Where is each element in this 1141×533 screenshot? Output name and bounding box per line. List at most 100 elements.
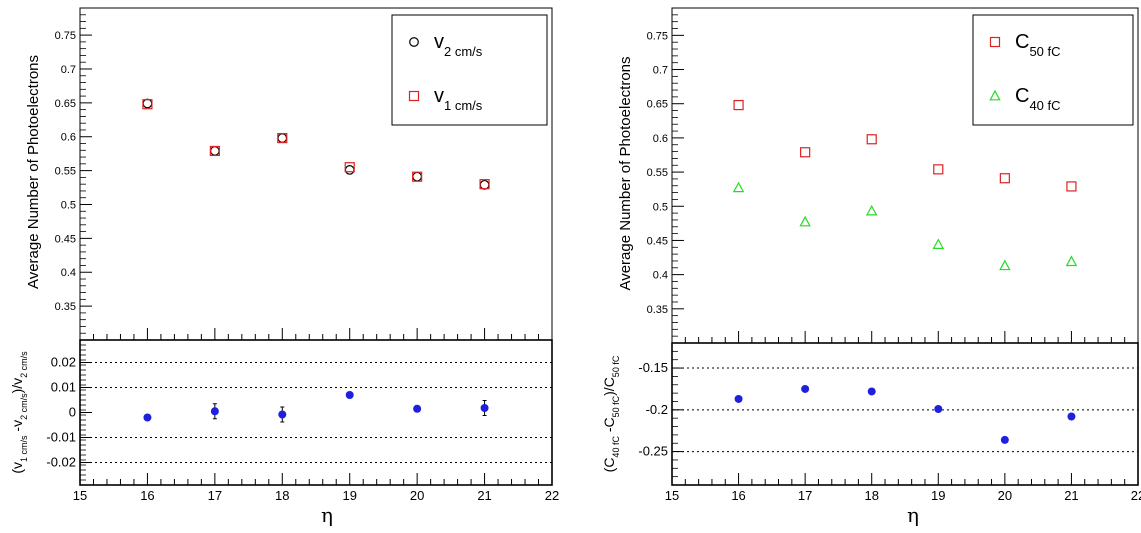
data-point	[209, 145, 220, 157]
data-point	[479, 179, 490, 190]
data-point	[733, 99, 744, 111]
y-tick-label: 0.35	[647, 304, 668, 316]
ratio-point	[801, 384, 810, 393]
legend-marker	[409, 37, 419, 47]
x-tick-label: 19	[342, 488, 356, 503]
ratio-series	[143, 391, 489, 423]
y-tick-label: 0.5	[653, 201, 668, 213]
x-tick-label: 20	[410, 488, 424, 503]
data-point	[1065, 255, 1078, 267]
x-tick-label: 20	[998, 488, 1012, 503]
ratio-y-tick-label: -0.25	[638, 444, 668, 459]
legend-marker	[989, 89, 1001, 101]
data-point	[1066, 181, 1077, 192]
data-point	[932, 238, 945, 249]
ratio-y-tick-label: 0.02	[51, 355, 76, 370]
ratio-title-part: (v	[9, 462, 25, 474]
legend-label-subscript: 40 fC	[1029, 98, 1060, 113]
data-point	[933, 164, 944, 175]
ratio-title-subscript: 50 fC	[611, 395, 621, 417]
ratio-y-axis-title: (C40 fC -C50 fC)/C50 fC	[601, 355, 621, 472]
y-tick-label: 0.45	[647, 235, 668, 247]
y-tick-label: 0.55	[647, 167, 668, 179]
y-tick-label: 0.4	[653, 270, 668, 282]
series-2	[142, 99, 490, 190]
data-point	[800, 147, 811, 158]
y-axis-title: Average Number of Photoelectrons	[25, 55, 42, 289]
legend-label-subscript: 1 cm/s	[444, 98, 483, 113]
ratio-title-subscript: 40 fC	[611, 436, 621, 458]
ratio-plot-frame	[671, 342, 1139, 486]
y-tick-label: 0.75	[55, 30, 76, 42]
ratio-title-part: (C	[601, 458, 617, 473]
ratio-y-axis-title: (v1 cm/s -v2 cm/s)/v2 cm/s	[9, 351, 29, 474]
legend-label-main: v	[434, 31, 444, 53]
legend-marker	[989, 36, 1001, 48]
x-tick-label: 17	[798, 488, 812, 503]
ratio-point	[867, 387, 876, 396]
data-point	[999, 173, 1010, 184]
data-point	[732, 181, 745, 193]
data-point	[866, 134, 877, 145]
data-point	[999, 259, 1011, 271]
x-tick-label: 21	[477, 488, 491, 503]
ratio-point	[934, 404, 943, 413]
ratio-title-part: )/C	[601, 377, 617, 396]
data-point	[412, 171, 423, 182]
ratio-point	[143, 413, 152, 422]
x-tick-label: 18	[864, 488, 878, 503]
x-tick-label: 22	[1131, 488, 1141, 503]
legend-label-subscript: 2 cm/s	[444, 44, 483, 59]
x-tick-label: 15	[665, 488, 679, 503]
legend-label-main: v	[434, 85, 444, 107]
ratio-title-subscript: 2 cm/s	[19, 393, 29, 420]
legend-box	[972, 14, 1134, 126]
ratio-point	[413, 404, 422, 413]
y-tick-label: 0.55	[55, 166, 76, 178]
y-tick-label: 0.7	[61, 64, 76, 76]
data-point	[344, 162, 355, 173]
x-tick-label: 19	[931, 488, 945, 503]
data-point	[799, 215, 811, 227]
ratio-point	[345, 391, 354, 399]
legend-label: v2 cm/s	[434, 31, 483, 59]
x-tick-label: 21	[1064, 488, 1078, 503]
y-tick-label: 0.6	[61, 132, 76, 144]
series-1	[733, 99, 1077, 192]
y-tick-label: 0.6	[653, 133, 668, 145]
legend-label-main: C	[1015, 31, 1029, 53]
ratio-y-tick-label: -0.02	[46, 455, 76, 470]
legend-label-subscript: 50 fC	[1029, 44, 1060, 59]
ratio-y-tick-label: -0.2	[646, 402, 668, 417]
y-tick-label: 0.35	[55, 301, 76, 313]
chart-panel-1: 0.35 0.4 0.45 0.5 0.55 0.6 0.65 0.7 0.75 -0.02 -0.…	[9, 7, 559, 527]
y-tick-label: 0.45	[55, 233, 76, 245]
legend-label: C50 fC	[1015, 31, 1061, 59]
ratio-point	[1000, 435, 1009, 444]
x-axis-title: η	[321, 503, 333, 527]
legend: v2 cm/sv1 cm/s	[391, 14, 548, 126]
data-point	[344, 165, 355, 175]
data-point	[412, 171, 423, 182]
y-axis-title: Average Number of Photoelectrons	[617, 56, 634, 290]
ratio-series	[734, 384, 1076, 444]
ratio-plot-frame	[79, 339, 553, 486]
legend-label-main: C	[1015, 85, 1029, 107]
data-point	[277, 132, 288, 144]
data-point	[277, 133, 288, 143]
chart-panel-2: 0.35 0.4 0.45 0.5 0.55 0.6 0.65 0.7 0.75 -0.25 -0.…	[601, 7, 1141, 527]
x-tick-label: 22	[545, 488, 559, 503]
ratio-title-subscript: 50 fC	[611, 355, 621, 377]
y-tick-label: 0.75	[647, 30, 668, 42]
legend-label: C40 fC	[1015, 85, 1061, 113]
data-point	[142, 99, 153, 110]
legend-box	[391, 14, 548, 126]
ratio-title-part: )/v	[9, 378, 25, 394]
ratio-point	[210, 407, 219, 416]
x-tick-label: 18	[275, 488, 289, 503]
ratio-y-tick-label: 0	[69, 405, 76, 420]
y-tick-label: 0.65	[647, 99, 668, 111]
data-point	[865, 204, 878, 216]
